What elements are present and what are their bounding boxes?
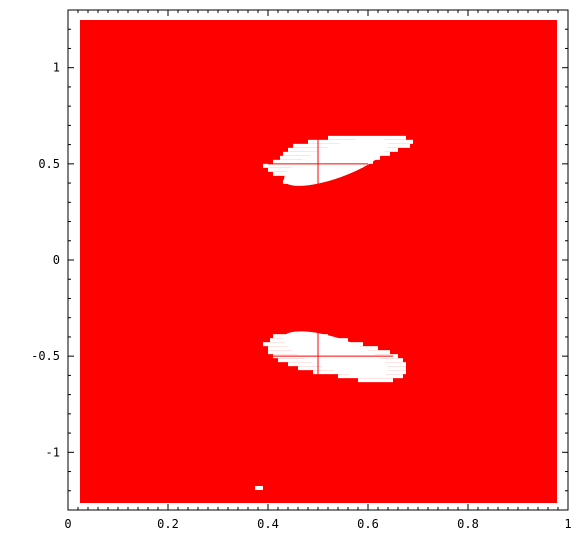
crosshair-layer — [243, 125, 393, 395]
region-layer — [80, 20, 557, 503]
y-tick-label: 1 — [53, 61, 60, 75]
x-axis: 0 0.2 0.4 0.6 0.8 1 — [64, 10, 572, 531]
y-tick-label: 0.5 — [38, 157, 60, 171]
y-axis: 1 0.5 0 -0.5 -1 — [31, 9, 568, 511]
y-tick-label: -0.5 — [31, 349, 60, 363]
hole-1 — [263, 135, 413, 186]
holes-layer — [263, 135, 413, 383]
x-tick-label: 1 — [564, 517, 571, 531]
y-tick-label: 0 — [53, 253, 60, 267]
x-tick-label: 0.2 — [157, 517, 179, 531]
x-tick-label: 0.6 — [357, 517, 379, 531]
x-tick-label: 0.8 — [457, 517, 479, 531]
y-tick-label: -1 — [46, 445, 60, 459]
hole-2 — [263, 331, 406, 383]
speck-mark — [255, 486, 263, 490]
x-tick-label: 0.4 — [257, 517, 279, 531]
x-tick-label: 0 — [64, 517, 71, 531]
red-region — [80, 20, 557, 503]
